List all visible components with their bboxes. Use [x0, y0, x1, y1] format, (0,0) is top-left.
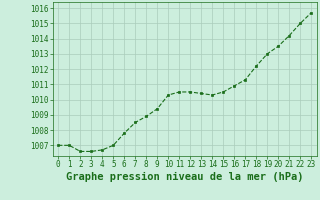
X-axis label: Graphe pression niveau de la mer (hPa): Graphe pression niveau de la mer (hPa): [66, 172, 304, 182]
